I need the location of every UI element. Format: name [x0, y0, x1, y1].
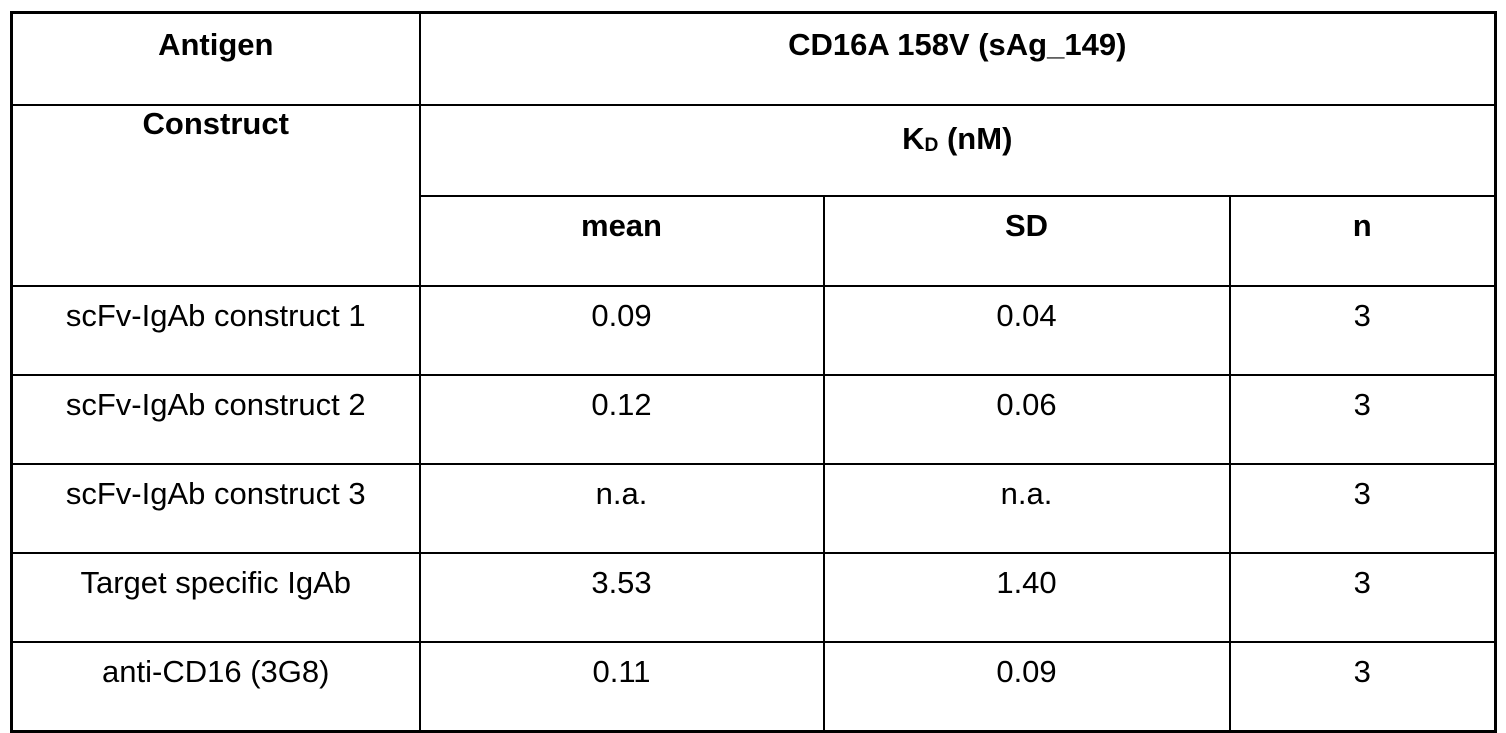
construct-cell: anti-CD16 (3G8)	[10, 641, 421, 733]
n-cell: 3	[1228, 463, 1497, 554]
sd-cell: n.a.	[822, 463, 1231, 554]
mean-cell: 3.53	[418, 552, 825, 643]
construct-cell: scFv-IgAb construct 1	[10, 285, 421, 376]
sd-cell: 1.40	[822, 552, 1231, 643]
kd-symbol: K	[902, 121, 925, 156]
n-cell: 3	[1228, 374, 1497, 465]
sd-cell: 0.06	[822, 374, 1231, 465]
mean-cell: 0.12	[418, 374, 825, 465]
n-cell: 3	[1228, 641, 1497, 733]
construct-cell: scFv-IgAb construct 2	[10, 374, 421, 465]
n-column-header: n	[1228, 195, 1497, 287]
mean-cell: 0.09	[418, 285, 825, 376]
table-row: Target specific IgAb 3.53 1.40 3	[10, 552, 1497, 643]
construct-label-cell: Construct	[10, 104, 421, 287]
n-cell: 3	[1228, 285, 1497, 376]
construct-cell: scFv-IgAb construct 3	[10, 463, 421, 554]
antigen-value-cell: CD16A 158V (sAg_149)	[418, 11, 1497, 106]
mean-column-header: mean	[418, 195, 825, 287]
subcolumn-header-row: mean SD n	[12, 195, 1497, 287]
kd-header-row: Construct KD (nM)	[10, 104, 1497, 287]
mean-cell: 0.11	[418, 641, 825, 733]
kd-unit-label: (nM)	[938, 121, 1013, 156]
construct-cell: Target specific IgAb	[10, 552, 421, 643]
kd-affinity-table: Antigen CD16A 158V (sAg_149) Construct K…	[10, 11, 1498, 733]
sd-cell: 0.09	[822, 641, 1231, 733]
sd-cell: 0.04	[822, 285, 1231, 376]
table-row: scFv-IgAb construct 1 0.09 0.04 3	[10, 285, 1497, 376]
antigen-header-row: Antigen CD16A 158V (sAg_149)	[10, 11, 1497, 106]
kd-subscript: D	[924, 135, 939, 157]
n-cell: 3	[1228, 552, 1497, 643]
table-row: scFv-IgAb construct 2 0.12 0.06 3	[10, 374, 1497, 465]
sd-column-header: SD	[822, 195, 1231, 287]
table-row: anti-CD16 (3G8) 0.11 0.09 3	[10, 641, 1497, 733]
table-row: scFv-IgAb construct 3 n.a. n.a. 3	[10, 463, 1497, 554]
mean-cell: n.a.	[418, 463, 825, 554]
kd-table-container: Antigen CD16A 158V (sAg_149) Construct K…	[10, 11, 1498, 733]
kd-unit-cell: KD (nM)	[418, 104, 1497, 197]
antigen-label-cell: Antigen	[10, 11, 421, 106]
